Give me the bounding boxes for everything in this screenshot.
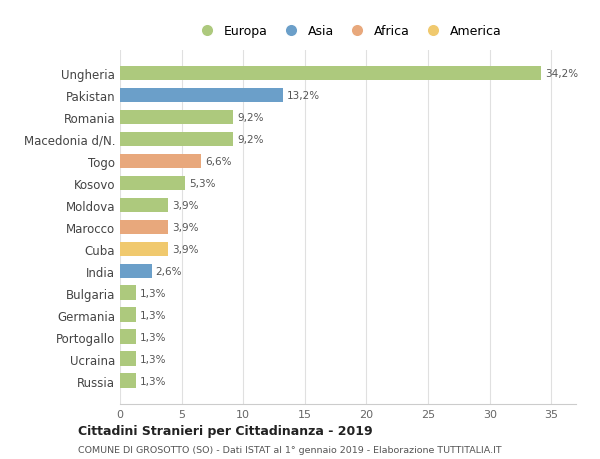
Legend: Europa, Asia, Africa, America: Europa, Asia, Africa, America xyxy=(190,22,506,42)
Bar xyxy=(120,286,136,300)
Bar xyxy=(120,330,136,344)
Text: 3,9%: 3,9% xyxy=(172,244,198,254)
Text: 1,3%: 1,3% xyxy=(140,376,166,386)
Text: 1,3%: 1,3% xyxy=(140,332,166,342)
Text: 1,3%: 1,3% xyxy=(140,354,166,364)
Text: 3,9%: 3,9% xyxy=(172,222,198,232)
Bar xyxy=(120,89,283,103)
Bar xyxy=(120,154,202,168)
Bar xyxy=(120,242,168,256)
Bar xyxy=(120,374,136,388)
Text: 6,6%: 6,6% xyxy=(205,157,232,167)
Text: 5,3%: 5,3% xyxy=(189,179,215,188)
Text: 9,2%: 9,2% xyxy=(237,112,263,123)
Bar xyxy=(120,352,136,366)
Bar xyxy=(120,198,168,213)
Text: 13,2%: 13,2% xyxy=(286,90,320,101)
Bar xyxy=(120,111,233,125)
Bar xyxy=(120,67,541,81)
Text: Cittadini Stranieri per Cittadinanza - 2019: Cittadini Stranieri per Cittadinanza - 2… xyxy=(78,424,373,437)
Text: 9,2%: 9,2% xyxy=(237,134,263,145)
Text: 3,9%: 3,9% xyxy=(172,200,198,210)
Text: 1,3%: 1,3% xyxy=(140,288,166,298)
Text: 34,2%: 34,2% xyxy=(545,69,578,78)
Bar xyxy=(120,176,185,190)
Bar xyxy=(120,132,233,146)
Bar xyxy=(120,220,168,235)
Text: COMUNE DI GROSOTTO (SO) - Dati ISTAT al 1° gennaio 2019 - Elaborazione TUTTITALI: COMUNE DI GROSOTTO (SO) - Dati ISTAT al … xyxy=(78,445,502,454)
Text: 2,6%: 2,6% xyxy=(156,266,182,276)
Text: 1,3%: 1,3% xyxy=(140,310,166,320)
Bar xyxy=(120,264,152,278)
Bar xyxy=(120,308,136,322)
